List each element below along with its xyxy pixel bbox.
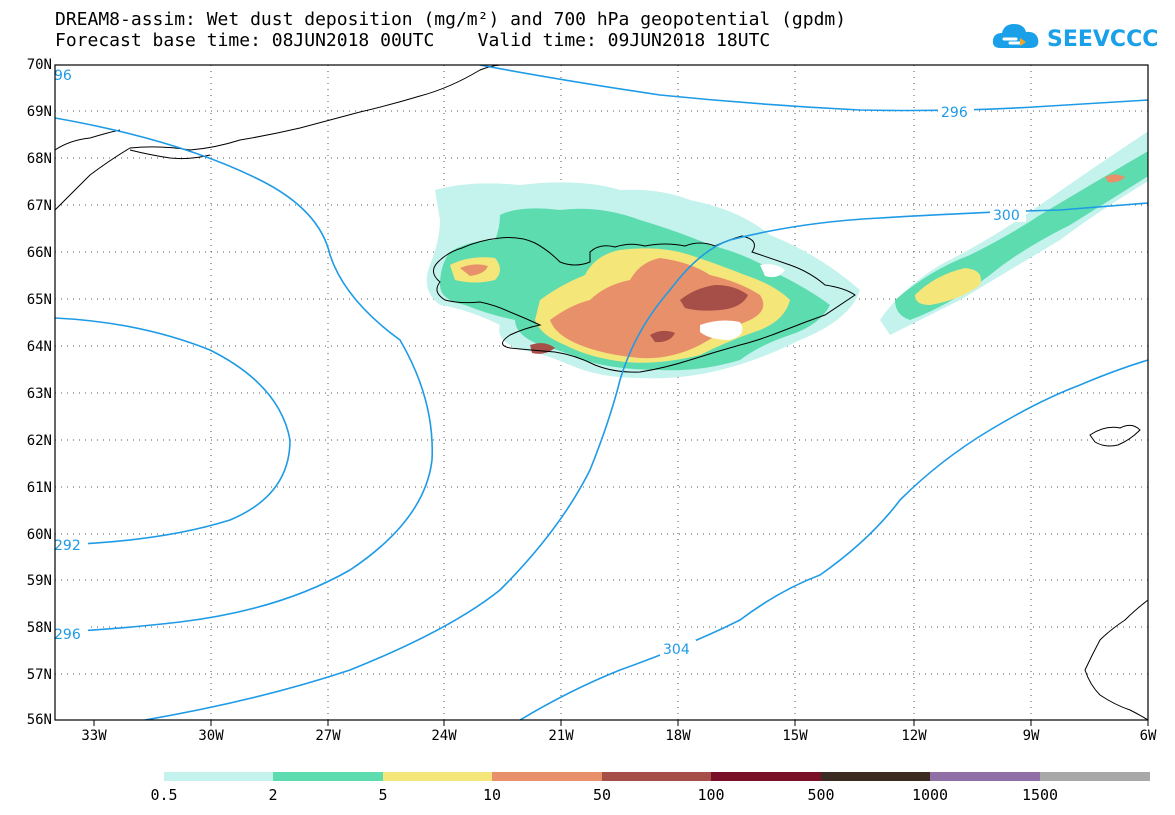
lat-label: 66N <box>26 245 52 261</box>
lon-label: 15W <box>782 728 808 744</box>
colorbar-label: 50 <box>592 786 612 804</box>
colorbar-label: 0.5 <box>150 786 178 804</box>
lat-label: 57N <box>26 667 52 683</box>
colorbar-label: 1000 <box>911 786 949 804</box>
contour-label: 292 <box>54 538 81 554</box>
lat-label: 69N <box>26 104 52 120</box>
colorbar-bin <box>492 772 602 781</box>
lat-label: 63N <box>26 386 52 402</box>
contour-label: 296 <box>54 627 81 643</box>
logo-text: SEEVCCC <box>1047 27 1159 52</box>
dust-clear-patch <box>700 320 743 340</box>
forecast-time-subtitle: Forecast base time: 08JUN2018 00UTC Vali… <box>55 30 771 51</box>
iceland-coastline <box>433 235 856 373</box>
contour-label: 296 <box>941 105 968 121</box>
contour-label: 96 <box>54 68 72 84</box>
contour-300 <box>144 202 1148 720</box>
colorbar-bin <box>930 772 1040 781</box>
geopotential-contours <box>55 65 1148 720</box>
contour-304 <box>519 359 1148 720</box>
contour-292 <box>55 317 291 546</box>
colorbar-label: 500 <box>807 786 835 804</box>
lat-label: 56N <box>26 712 52 728</box>
greenland-coastline <box>55 65 501 211</box>
lon-label: 9W <box>1022 728 1040 744</box>
colorbar-bin <box>1040 772 1150 781</box>
colorbar-label: 5 <box>378 786 388 804</box>
gridlines <box>55 65 1148 720</box>
lat-label: 70N <box>26 57 52 73</box>
contour-296 <box>55 117 434 633</box>
lat-label: 62N <box>26 433 52 449</box>
colorbar-label: 2 <box>268 786 278 804</box>
contour-label: 300 <box>993 208 1020 224</box>
contour-labels: 96 296 300 292 296 304 <box>54 67 1026 658</box>
colorbar-label: 1500 <box>1021 786 1059 804</box>
lon-label: 18W <box>665 728 691 744</box>
map-frame <box>54 64 1149 721</box>
colorbar-bin <box>711 772 821 781</box>
colorbar-bin <box>383 772 492 781</box>
dust-50-region <box>680 285 748 311</box>
contour-296-top <box>479 65 1148 112</box>
colorbar-bin <box>273 772 383 781</box>
lat-label: 67N <box>26 198 52 214</box>
lon-label: 6W <box>1139 728 1157 744</box>
dust-clear-patch-2 <box>760 264 785 278</box>
lat-label: 68N <box>26 151 52 167</box>
lon-label: 30W <box>198 728 224 744</box>
faroe-coastline <box>1089 424 1141 447</box>
colorbar-bin <box>602 772 711 781</box>
lon-label: 33W <box>81 728 107 744</box>
colorbar-label: 100 <box>697 786 725 804</box>
colorbar-bin <box>821 772 930 781</box>
dust-100-spot <box>1105 174 1125 183</box>
lat-label: 58N <box>26 620 52 636</box>
dust-5-plume <box>915 268 981 305</box>
colorbar-label: 10 <box>482 786 502 804</box>
cloud-icon <box>992 24 1039 48</box>
lat-label: 60N <box>26 527 52 543</box>
greenland-coast-detail <box>55 129 211 160</box>
lat-label: 65N <box>26 292 52 308</box>
lat-label: 59N <box>26 573 52 589</box>
lon-label: 21W <box>548 728 574 744</box>
norway-coastline <box>1084 599 1148 720</box>
dust-50-south <box>650 330 675 343</box>
lon-label: 24W <box>431 728 457 744</box>
lon-label: 12W <box>901 728 927 744</box>
dust-deposition-field <box>426 131 1148 379</box>
lon-label: 27W <box>315 728 341 744</box>
colorbar-bin <box>164 772 273 781</box>
contour-label: 304 <box>663 642 690 658</box>
chart-title: DREAM8-assim: Wet dust deposition (mg/m²… <box>55 9 847 30</box>
coastlines <box>55 65 1148 720</box>
lat-label: 64N <box>26 339 52 355</box>
lat-label: 61N <box>26 480 52 496</box>
seevccc-logo: SEEVCCC <box>990 18 1158 58</box>
axis-ticks <box>93 720 1149 726</box>
dust-10-nw <box>460 264 488 276</box>
